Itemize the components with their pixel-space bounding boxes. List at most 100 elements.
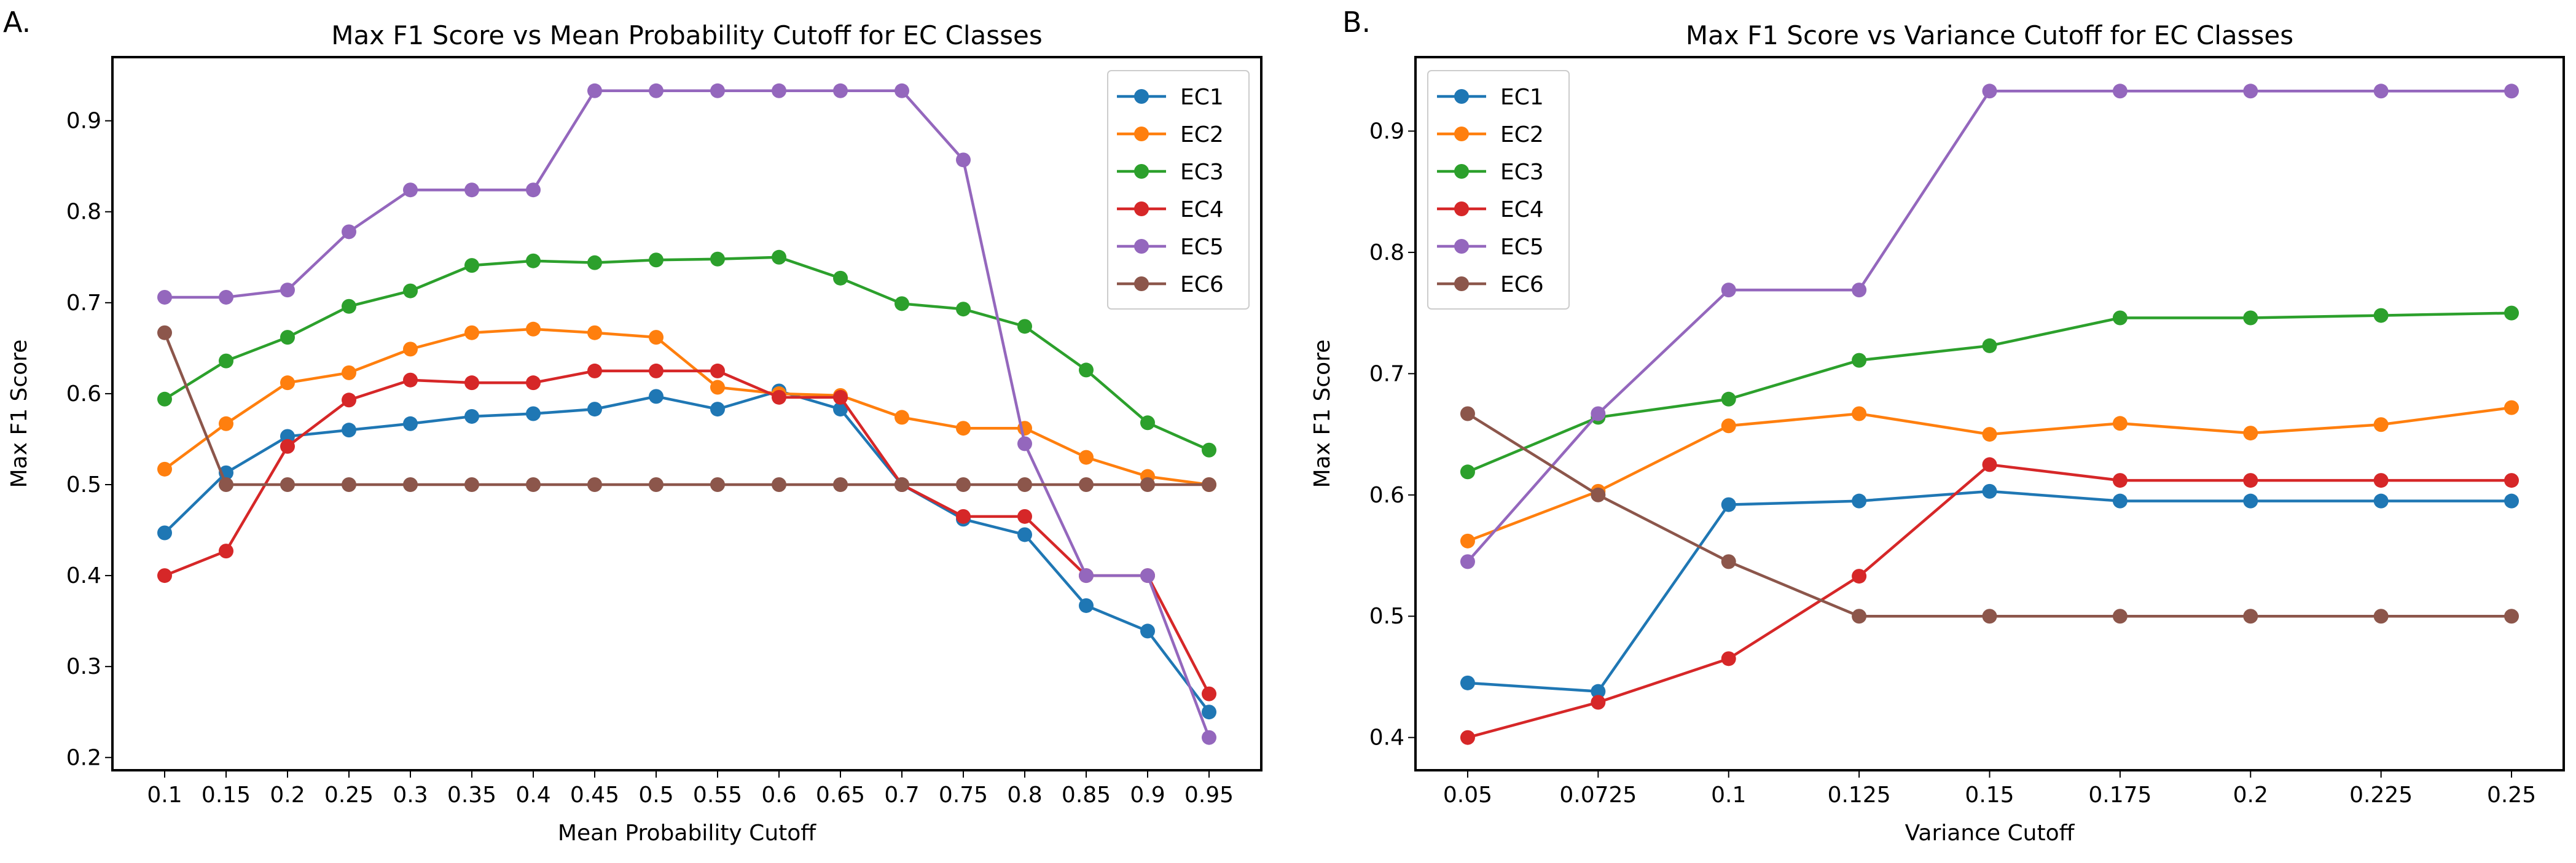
series-line [163, 256, 1210, 451]
data-point [2504, 305, 2519, 321]
data-point [219, 544, 233, 559]
data-point [2373, 609, 2389, 624]
data-point [772, 83, 786, 98]
panel-label: B. [1342, 6, 1371, 39]
data-point [219, 416, 233, 431]
series-line [165, 89, 1211, 738]
series-line [163, 327, 1210, 486]
data-point [2112, 416, 2128, 431]
data-point [1202, 686, 1216, 701]
data-point [342, 299, 356, 314]
legend-swatch-marker [1454, 89, 1469, 104]
data-point [587, 83, 602, 98]
x-tick-label: 0.2 [270, 783, 305, 808]
x-tick-label: 0.85 [1062, 783, 1111, 808]
data-point [2243, 493, 2258, 509]
data-point [2112, 609, 2128, 624]
data-point [2243, 426, 2258, 441]
data-point [1721, 391, 1736, 407]
data-point [157, 461, 172, 477]
data-point [1721, 651, 1736, 666]
data-point [2243, 84, 2258, 99]
data-point [1982, 338, 1997, 353]
data-point [403, 283, 418, 299]
x-tick-label: 0.125 [1828, 783, 1891, 808]
data-point [710, 402, 725, 417]
legend-frame [1107, 70, 1250, 310]
x-tick-label: 0.5 [638, 783, 673, 808]
y-tick-label: 0.6 [1369, 483, 1404, 508]
data-point [2112, 310, 2128, 326]
chart-title: Max F1 Score vs Variance Cutoff for EC C… [1686, 20, 2293, 50]
data-point [956, 302, 971, 317]
data-point [1079, 362, 1094, 378]
data-point [833, 270, 848, 286]
data-point [1982, 84, 1997, 99]
legend-label: EC3 [1500, 160, 1544, 185]
data-point [1460, 406, 1475, 421]
y-axis-label: Max F1 Score [7, 340, 32, 488]
legend-label: EC6 [1500, 272, 1544, 297]
data-point [1202, 442, 1216, 458]
data-point [710, 477, 725, 493]
data-point [464, 325, 479, 340]
data-point [956, 509, 971, 524]
data-point [1079, 450, 1094, 465]
data-point [2373, 493, 2389, 509]
data-point [1202, 730, 1216, 745]
legend-label: EC5 [1500, 235, 1544, 260]
data-point [526, 253, 541, 268]
data-point [1140, 415, 1155, 431]
data-point [280, 375, 295, 391]
data-point [1852, 353, 1867, 368]
data-point [403, 372, 418, 388]
series-ec4 [1460, 457, 2519, 745]
y-tick-label: 0.5 [1369, 604, 1404, 629]
data-point [895, 296, 909, 311]
data-point [1017, 319, 1032, 334]
data-point [587, 255, 602, 270]
data-point [280, 330, 295, 345]
x-axis-label: Mean Probability Cutoff [558, 821, 816, 846]
data-point [2243, 609, 2258, 624]
series-ec1 [1460, 483, 2519, 699]
data-point [710, 363, 725, 378]
data-point [1721, 418, 1736, 434]
data-point [526, 406, 541, 421]
x-tick-label: 0.95 [1184, 783, 1234, 808]
y-tick-label: 0.4 [1369, 725, 1404, 751]
data-point [1982, 427, 1997, 442]
legend-label: EC5 [1180, 235, 1224, 260]
x-tick-label: 0.25 [2487, 783, 2536, 808]
data-point [649, 477, 664, 493]
data-point [464, 258, 479, 273]
data-point [2504, 400, 2519, 415]
legend-label: EC4 [1180, 197, 1224, 222]
data-point [157, 289, 172, 305]
series-ec3 [157, 249, 1216, 458]
series-ec6 [1460, 406, 2519, 624]
data-point [157, 391, 172, 407]
x-tick-label: 0.2 [2233, 783, 2268, 808]
data-point [280, 283, 295, 298]
data-point [526, 477, 541, 493]
legend-swatch-marker [1134, 89, 1149, 104]
data-point [1982, 609, 1997, 624]
data-point [464, 182, 479, 198]
data-point [649, 330, 664, 345]
y-tick-label: 0.9 [1369, 119, 1404, 144]
series-line [1467, 311, 2512, 474]
legend-label: EC2 [1500, 122, 1544, 147]
x-tick-label: 0.55 [693, 783, 742, 808]
series-line [164, 369, 1210, 695]
x-tick-label: 0.9 [1130, 783, 1165, 808]
y-tick-label: 0.4 [66, 563, 101, 588]
y-axis-label: Max F1 Score [1310, 340, 1335, 488]
panel-label: A. [3, 6, 31, 39]
data-point [2112, 493, 2128, 509]
series-line [1466, 412, 2512, 618]
data-point [2504, 493, 2519, 509]
series-line [163, 332, 1209, 486]
data-point [1202, 477, 1216, 493]
data-point [956, 477, 971, 493]
